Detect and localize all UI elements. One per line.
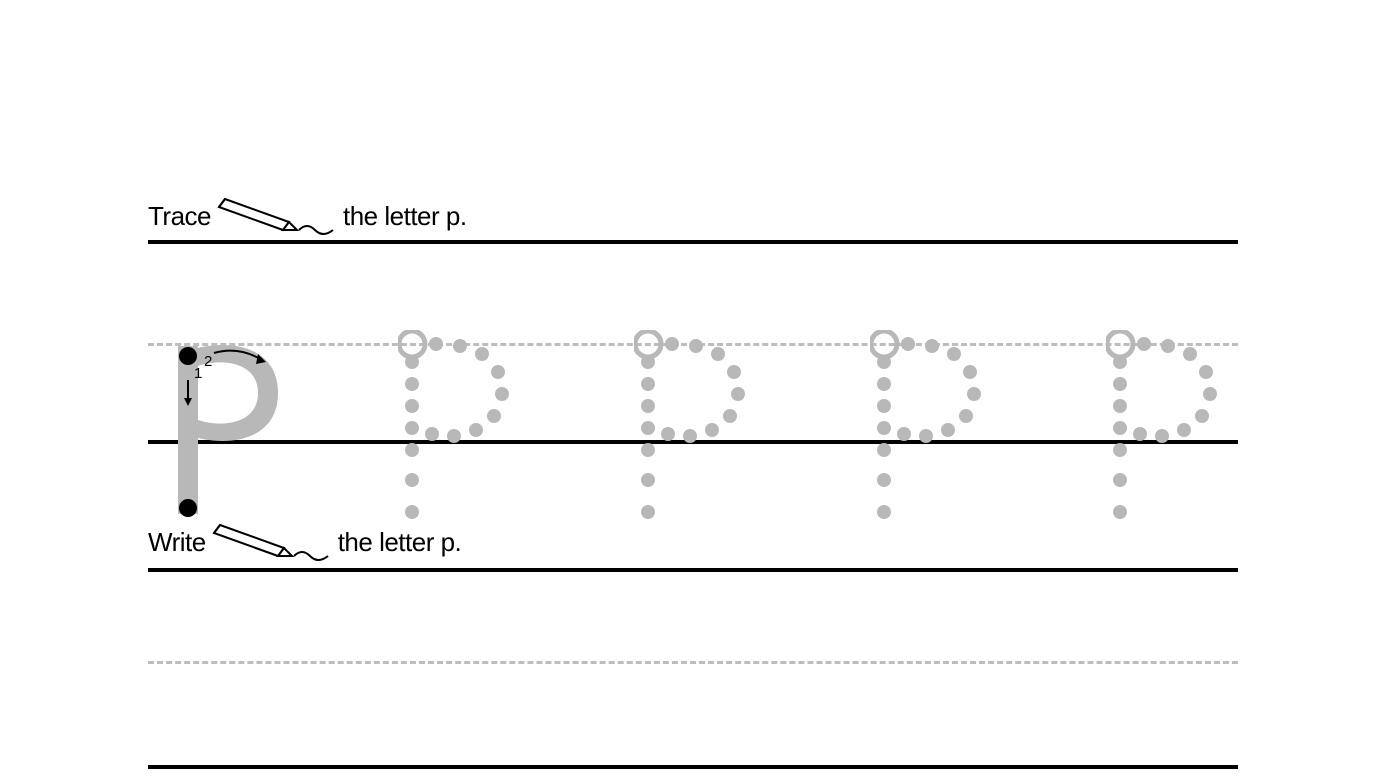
write-top-line — [148, 568, 1238, 572]
trace-prefix-text: Trace — [148, 201, 211, 232]
stroke-label-2: 2 — [204, 353, 212, 370]
trace-top-line — [148, 240, 1238, 244]
model-letter-p: 1 2 — [164, 338, 294, 528]
pencil-icon — [212, 522, 332, 562]
dotted-letter-p-1 — [398, 330, 518, 530]
pencil-icon — [217, 196, 337, 236]
write-suffix-text: the letter p. — [338, 527, 462, 558]
dotted-letter-p-2 — [634, 330, 754, 530]
trace-instruction: Trace the letter p. — [148, 196, 467, 232]
dotted-letter-p-4 — [1106, 330, 1226, 530]
stroke-label-1: 1 — [194, 365, 202, 382]
dotted-letter-p-3 — [870, 330, 990, 530]
write-base-line — [148, 765, 1238, 769]
trace-suffix-text: the letter p. — [343, 201, 467, 232]
write-prefix-text: Write — [148, 527, 206, 558]
write-mid-line — [148, 661, 1238, 664]
write-instruction: Write the letter p. — [148, 522, 461, 558]
